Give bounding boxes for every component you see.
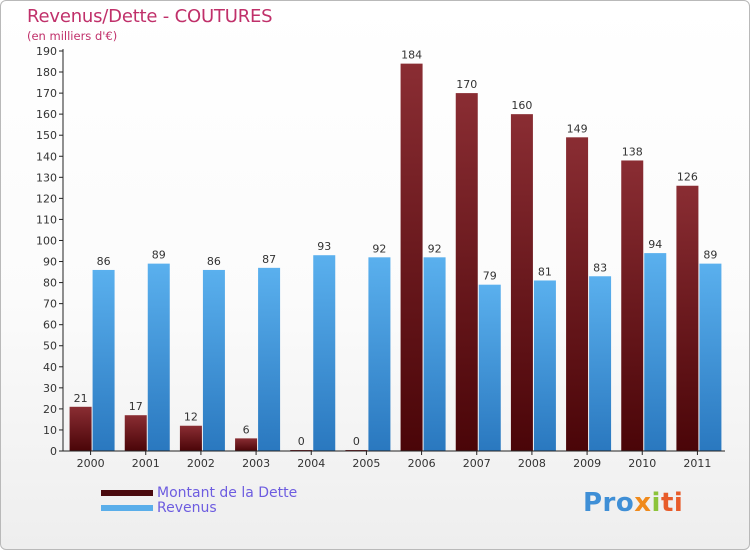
data-label-revenue-2009: 83: [593, 261, 607, 274]
bar-revenue-2003: [258, 267, 281, 451]
data-label-revenue-2004: 93: [317, 240, 331, 253]
data-label-debt-2002: 12: [184, 411, 198, 424]
x-tick-label: 2008: [518, 457, 546, 470]
x-tick-label: 2007: [463, 457, 491, 470]
legend-label-debt: Montant de la Dette: [157, 485, 298, 501]
data-label-debt-2006: 184: [401, 49, 422, 62]
x-tick-label: 2000: [77, 457, 105, 470]
bar-revenue-2011: [699, 263, 722, 451]
y-tick-label: 150: [36, 129, 57, 142]
bar-revenue-2001: [147, 263, 170, 451]
y-tick-label: 0: [50, 445, 57, 458]
bar-revenue-2010: [644, 253, 667, 451]
data-label-revenue-2007: 79: [483, 270, 497, 283]
data-label-debt-2011: 126: [677, 171, 698, 184]
bar-revenue-2005: [368, 257, 391, 451]
legend-swatch-debt: [101, 490, 153, 496]
data-label-debt-2001: 17: [129, 400, 143, 413]
bar-revenue-2000: [92, 269, 115, 451]
data-label-revenue-2011: 89: [703, 249, 717, 262]
data-label-debt-2005: 0: [353, 435, 360, 448]
x-tick-label: 2011: [683, 457, 711, 470]
bar-debt-2001: [124, 415, 147, 451]
y-tick-label: 190: [36, 45, 57, 58]
y-tick-label: 30: [43, 382, 57, 395]
y-tick-label: 60: [43, 319, 57, 332]
y-tick-label: 110: [36, 213, 57, 226]
bar-debt-2008: [510, 114, 533, 451]
y-tick-label: 20: [43, 403, 57, 416]
x-tick-label: 2010: [628, 457, 656, 470]
bar-debt-2007: [455, 93, 478, 452]
data-label-revenue-2002: 86: [207, 255, 221, 268]
y-tick-label: 100: [36, 234, 57, 247]
y-tick-label: 40: [43, 361, 57, 374]
bar-debt-2011: [676, 185, 699, 451]
y-tick-label: 170: [36, 87, 57, 100]
x-tick-label: 2001: [132, 457, 160, 470]
data-label-revenue-2000: 86: [97, 255, 111, 268]
bar-debt-2002: [179, 425, 202, 451]
x-tick-label: 2004: [297, 457, 325, 470]
data-label-debt-2010: 138: [622, 145, 643, 158]
x-tick-label: 2006: [408, 457, 436, 470]
y-tick-label: 70: [43, 298, 57, 311]
bar-debt-2000: [69, 406, 92, 451]
x-tick-label: 2005: [352, 457, 380, 470]
data-label-revenue-2010: 94: [648, 238, 662, 251]
y-tick-label: 10: [43, 424, 57, 437]
bar-debt-2006: [400, 63, 423, 451]
y-tick-label: 80: [43, 277, 57, 290]
data-label-debt-2000: 21: [74, 392, 88, 405]
legend-label-revenue: Revenus: [157, 500, 217, 516]
data-label-debt-2007: 170: [456, 78, 477, 91]
bar-revenue-2007: [478, 284, 501, 451]
y-tick-label: 180: [36, 66, 57, 79]
bar-revenue-2009: [589, 276, 612, 451]
proxiti-logo: Proxiti: [583, 488, 684, 518]
x-tick-label: 2003: [242, 457, 270, 470]
data-label-revenue-2001: 89: [152, 249, 166, 262]
bar-revenue-2002: [202, 269, 225, 451]
bar-revenue-2004: [313, 255, 336, 451]
y-tick-label: 50: [43, 340, 57, 353]
data-label-debt-2003: 6: [243, 423, 250, 436]
data-label-revenue-2005: 92: [372, 242, 386, 255]
data-label-debt-2008: 160: [511, 99, 532, 112]
y-tick-label: 140: [36, 150, 57, 163]
data-label-debt-2009: 149: [567, 122, 588, 135]
data-label-debt-2004: 0: [298, 435, 305, 448]
y-tick-label: 120: [36, 192, 57, 205]
y-tick-label: 160: [36, 108, 57, 121]
y-tick-label: 130: [36, 171, 57, 184]
bar-debt-2003: [235, 438, 258, 451]
y-tick-label: 90: [43, 256, 57, 269]
x-tick-label: 2009: [573, 457, 601, 470]
data-label-revenue-2006: 92: [428, 242, 442, 255]
chart-title: Revenus/Dette - COUTURES: [27, 6, 273, 27]
bar-debt-2010: [621, 160, 644, 451]
data-label-revenue-2003: 87: [262, 253, 276, 266]
bar-debt-2009: [566, 137, 589, 451]
bar-revenue-2008: [533, 280, 556, 451]
legend-swatch-revenue: [101, 505, 153, 511]
data-label-revenue-2008: 81: [538, 265, 552, 278]
x-tick-label: 2002: [187, 457, 215, 470]
bar-revenue-2006: [423, 257, 446, 451]
chart-subtitle: (en milliers d'€): [27, 29, 118, 43]
